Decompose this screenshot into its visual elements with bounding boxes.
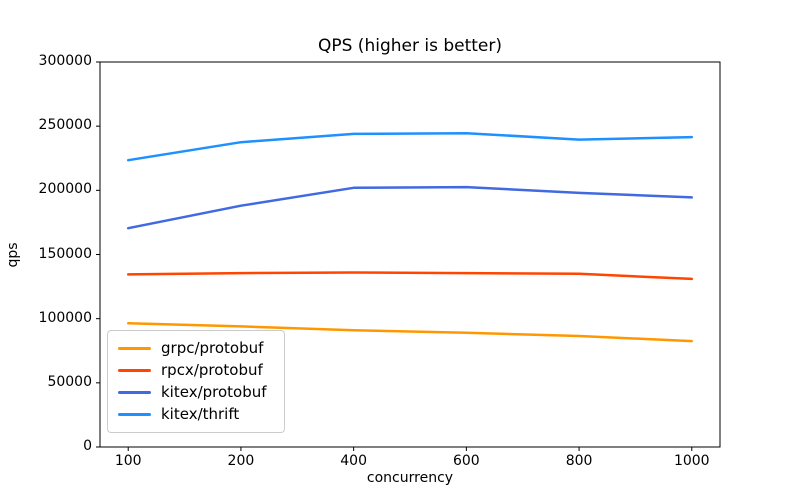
legend-entry-grpc-protobuf: grpc/protobuf bbox=[118, 338, 274, 359]
y-tick-label: 300000 bbox=[38, 53, 92, 69]
legend-entry-rpcx-protobuf: rpcx/protobuf bbox=[118, 360, 274, 381]
y-tick-label: 150000 bbox=[38, 245, 92, 262]
x-axis-label: concurrency bbox=[366, 470, 454, 486]
legend-swatch bbox=[118, 413, 151, 416]
series-line-grpc-protobuf bbox=[126, 321, 694, 343]
legend-swatch bbox=[118, 391, 151, 394]
legend-entry-kitex-thrift: kitex/thrift bbox=[118, 404, 274, 425]
chart-title: QPS (higher is better) bbox=[317, 36, 503, 56]
x-tick-label: 400 bbox=[340, 453, 367, 469]
legend-entry-kitex-protobuf: kitex/protobuf bbox=[118, 382, 274, 403]
series-line-rpcx-protobuf bbox=[126, 271, 694, 281]
legend-swatch bbox=[118, 369, 151, 372]
legend: grpc/protobuf rpcx/protobuf kitex/protobuf… bbox=[107, 330, 285, 433]
legend-label: kitex/protobuf bbox=[161, 383, 267, 401]
legend-swatch bbox=[118, 347, 151, 350]
y-tick-label: 200000 bbox=[38, 181, 92, 198]
y-tick-label: 250000 bbox=[38, 117, 92, 134]
x-tick-label: 100 bbox=[114, 453, 142, 469]
y-tick-label: 50000 bbox=[47, 373, 92, 390]
y-tick-label: 0 bbox=[83, 438, 92, 454]
x-tick-label: 1000 bbox=[673, 453, 710, 469]
y-tick-label: 100000 bbox=[38, 309, 92, 326]
legend-label: grpc/protobuf bbox=[161, 339, 264, 357]
y-axis-label: qps bbox=[5, 242, 21, 268]
x-tick-label: 600 bbox=[452, 453, 480, 469]
series-line-kitex-protobuf bbox=[126, 185, 694, 230]
x-tick-label: 200 bbox=[227, 453, 255, 469]
legend-label: kitex/thrift bbox=[161, 405, 240, 423]
series-line-kitex-thrift bbox=[126, 131, 694, 162]
x-tick-label: 800 bbox=[565, 453, 593, 469]
legend-label: rpcx/protobuf bbox=[161, 361, 263, 379]
